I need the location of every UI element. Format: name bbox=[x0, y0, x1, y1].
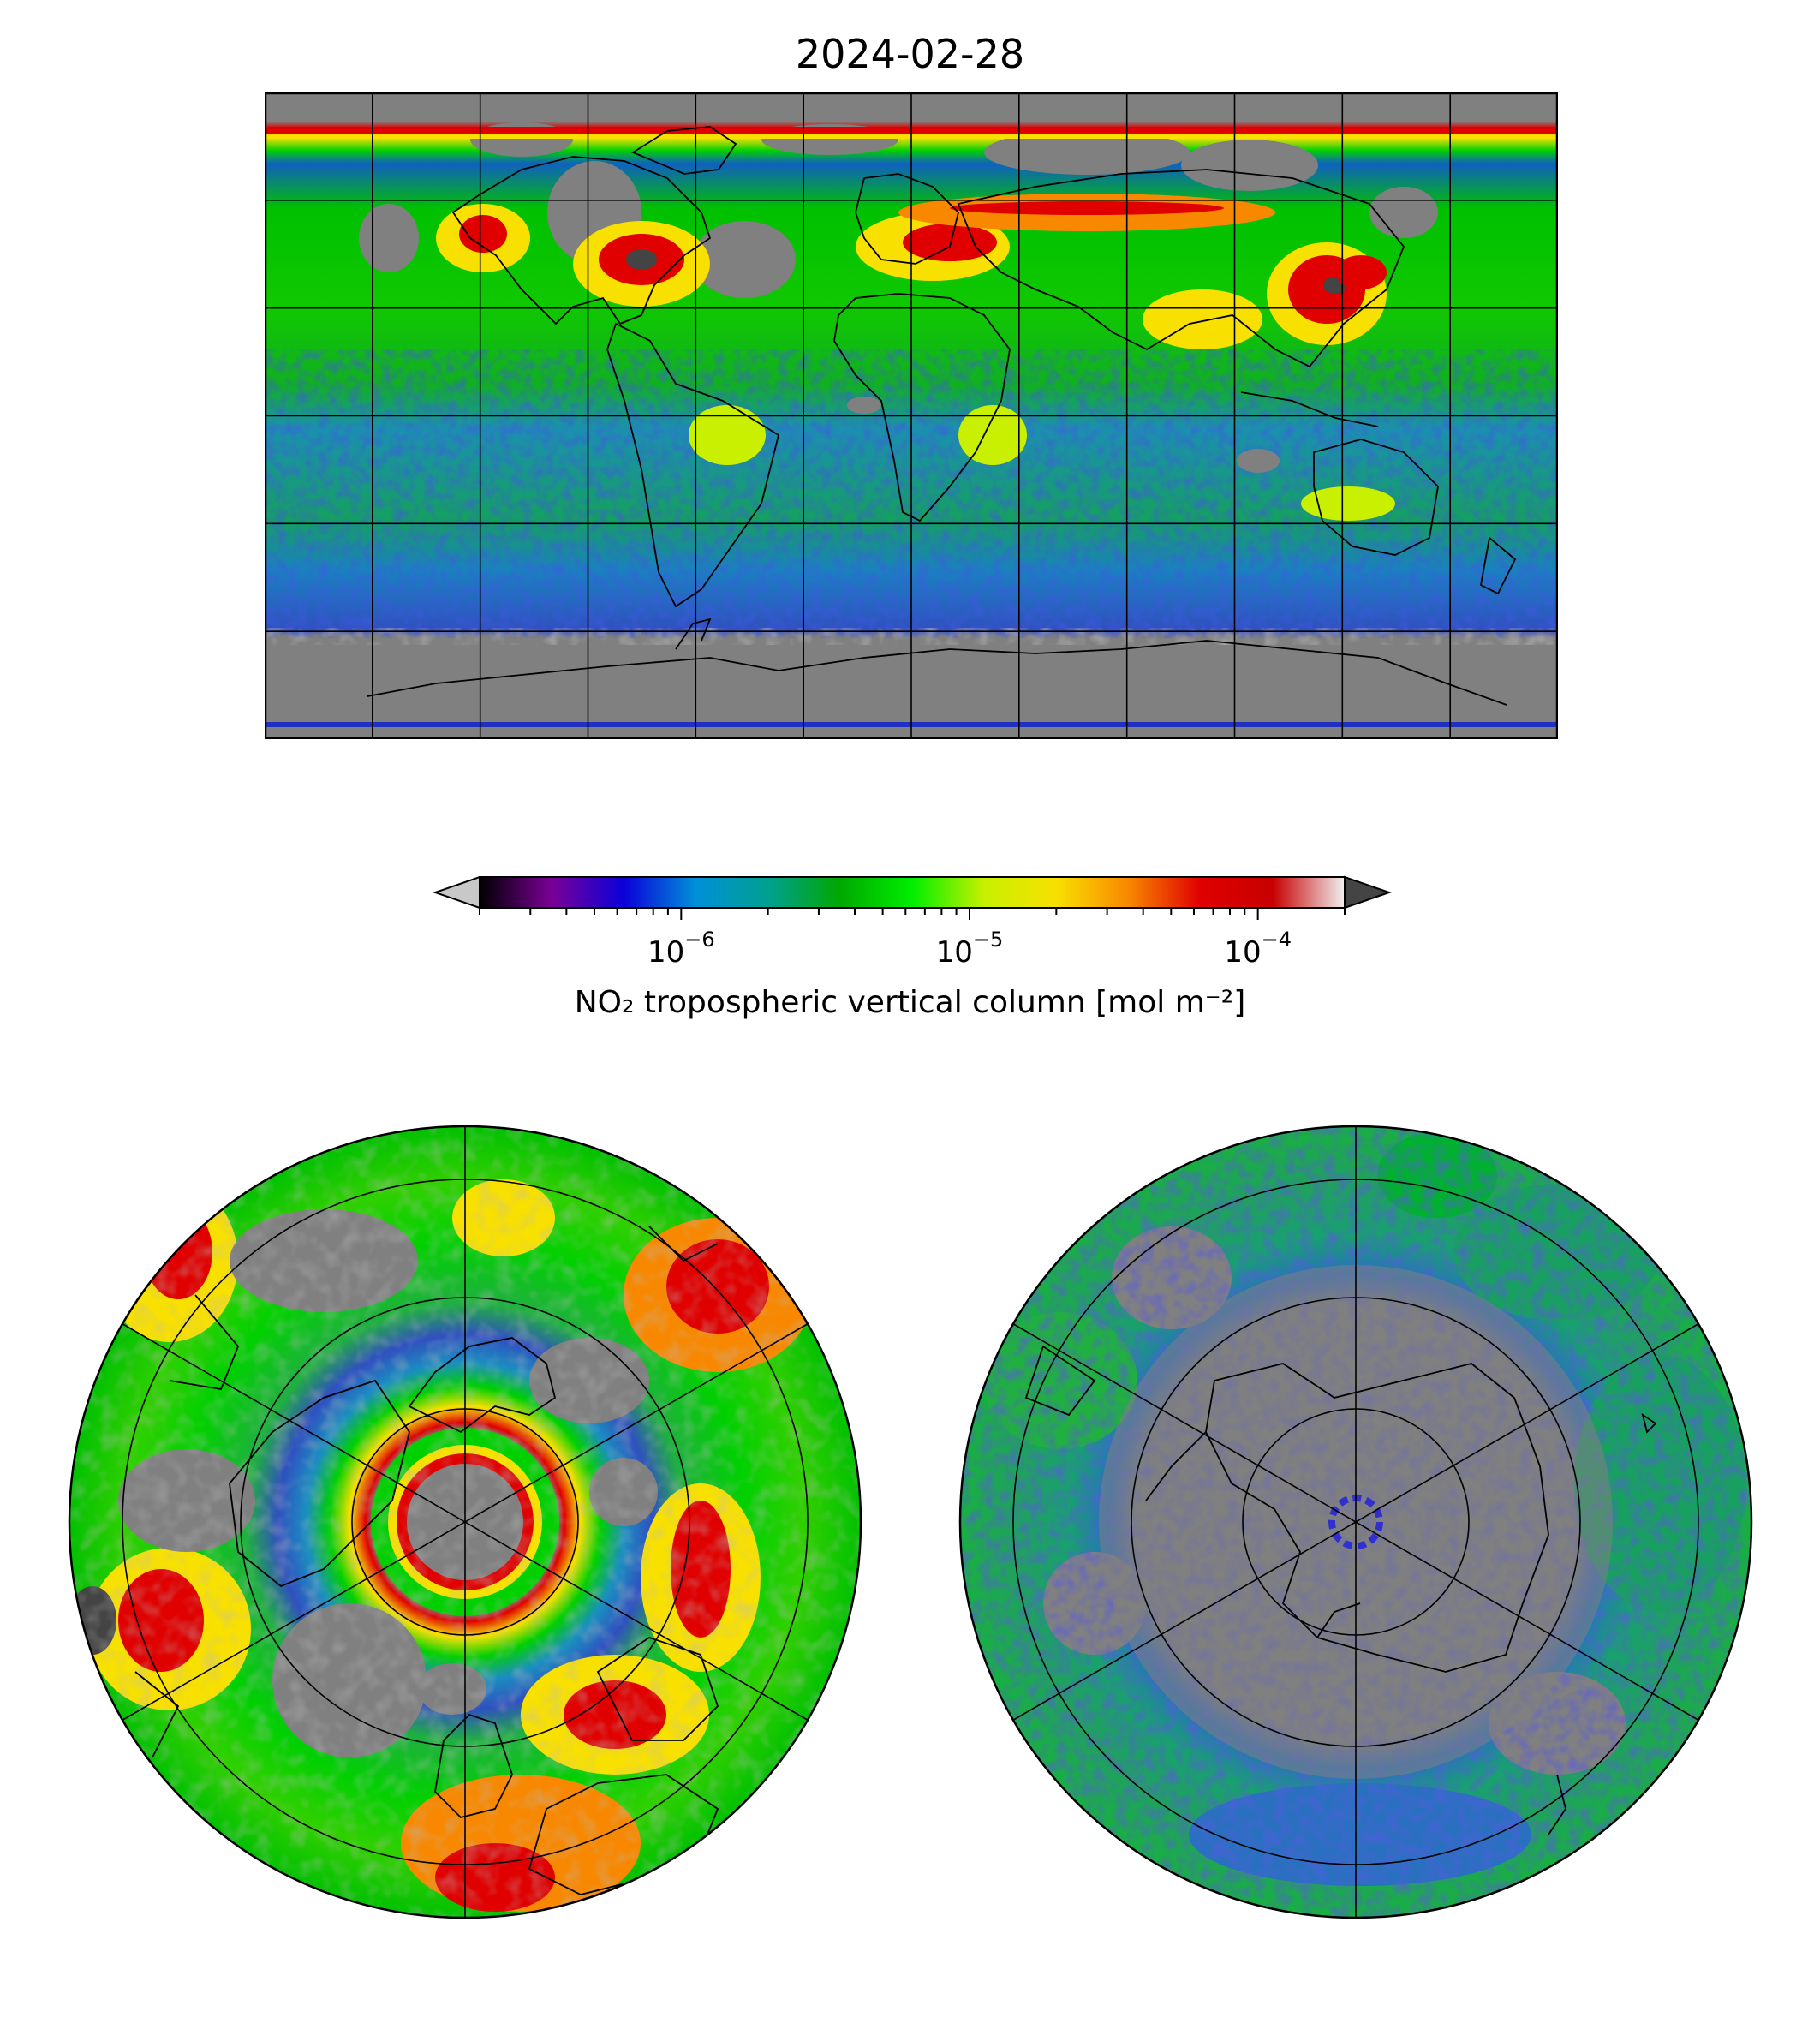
colorbar-under-extension bbox=[432, 875, 480, 910]
tick-exponent: −5 bbox=[972, 928, 1004, 952]
colorbar-gradient bbox=[479, 876, 1346, 909]
colorbar-tick-label: 10−6 bbox=[647, 929, 715, 970]
colorbar bbox=[432, 875, 1393, 920]
gridlines bbox=[265, 92, 1558, 739]
south-polar-map bbox=[958, 1125, 1753, 1919]
south-gridlines bbox=[1010, 1126, 1702, 1918]
colorbar-over-extension bbox=[1344, 875, 1393, 910]
tick-exponent: −6 bbox=[684, 928, 715, 952]
south-coastlines bbox=[1024, 1345, 1657, 1835]
tick-exponent: −4 bbox=[1261, 928, 1292, 952]
tick-base: 10 bbox=[935, 935, 973, 970]
global-map bbox=[265, 92, 1558, 739]
south-map-frame bbox=[958, 1125, 1753, 1919]
colorbar-tick-label: 10−5 bbox=[935, 929, 1004, 970]
north-gridlines bbox=[119, 1126, 811, 1918]
colorbar-label: NO₂ tropospheric vertical column [mol m⁻… bbox=[574, 985, 1246, 1020]
north-map-frame bbox=[68, 1125, 862, 1919]
tick-base: 10 bbox=[647, 935, 685, 970]
north-coastlines bbox=[134, 1226, 719, 1895]
colorbar-ticks bbox=[479, 908, 1346, 920]
tick-base: 10 bbox=[1224, 935, 1262, 970]
global-map-frame bbox=[265, 92, 1558, 739]
figure-title: 2024-02-28 bbox=[795, 31, 1025, 77]
colorbar-tick-label: 10−4 bbox=[1224, 929, 1292, 970]
north-polar-map bbox=[68, 1125, 862, 1919]
coastlines bbox=[367, 126, 1517, 706]
